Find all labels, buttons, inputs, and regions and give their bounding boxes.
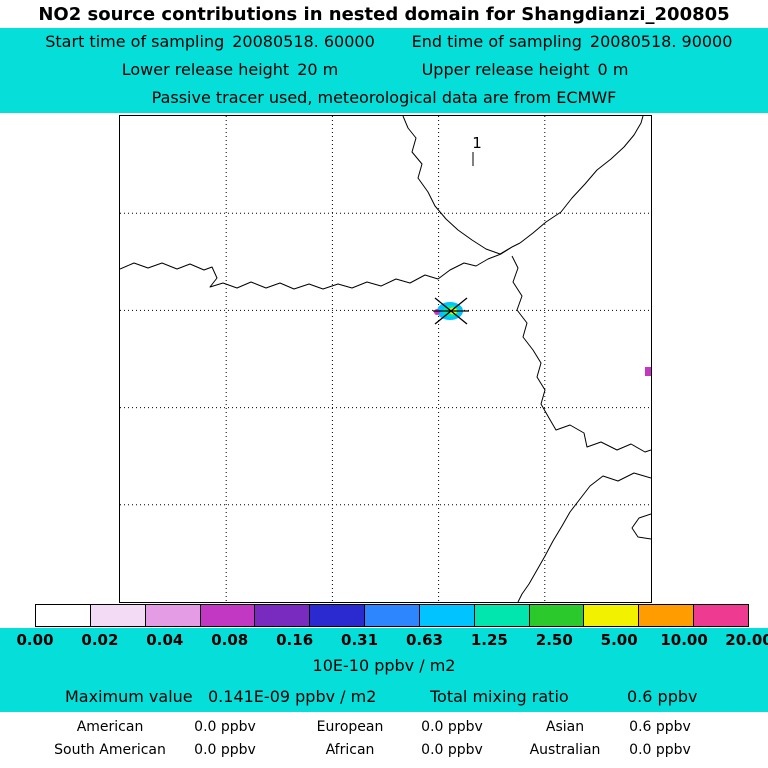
- total-mixing-ratio-label: Total mixing ratio: [430, 687, 569, 706]
- coastline-path: [517, 472, 651, 602]
- coastlines: [120, 116, 651, 602]
- sampling-times-line: Start time of sampling 20080518. 60000 E…: [0, 28, 768, 56]
- colorbar-tick-label: 0.08: [211, 631, 249, 649]
- plume-contour-edge-dot: [434, 309, 440, 315]
- colorbar-tick-label: 0.04: [146, 631, 184, 649]
- colorbar-segment: [254, 605, 310, 626]
- contribution-region-label: American: [76, 719, 144, 735]
- contribution-region-label: South American: [54, 742, 166, 758]
- colorbar-segment: [638, 605, 694, 626]
- upper-release-height-label: Upper release height: [421, 60, 590, 79]
- colorbar-segment: [144, 605, 200, 626]
- map-grid: [120, 116, 651, 602]
- colorbar-tick-label: 20.00: [725, 631, 768, 649]
- start-time-label: Start time of sampling: [45, 32, 225, 51]
- colorbar-segment: [583, 605, 639, 626]
- coastline-path: [511, 255, 651, 453]
- coastline-path: [631, 513, 651, 540]
- colorbar-segment: [418, 605, 474, 626]
- colorbar-segment: [89, 605, 145, 626]
- header-band: Start time of sampling 20080518. 60000 E…: [0, 28, 768, 113]
- colorbar-tick-label: 2.50: [535, 631, 573, 649]
- contribution-value: 0.0 ppbv: [629, 742, 691, 758]
- page-title: NO2 source contributions in nested domai…: [38, 4, 730, 25]
- total-mixing-ratio-value: 0.6 ppbv: [627, 687, 698, 706]
- coastline-path: [519, 116, 644, 244]
- map-panel: 1: [119, 115, 652, 603]
- contribution-region-label: European: [316, 719, 384, 735]
- contribution-value: 0.0 ppbv: [421, 742, 483, 758]
- contribution-value: 0.0 ppbv: [194, 719, 256, 735]
- colorbar-tick-label: 0.31: [341, 631, 379, 649]
- colorbar-tick-label: 10.00: [660, 631, 708, 649]
- start-time-value: 20080518. 60000: [232, 32, 375, 51]
- colorbar-tick-label: 0.16: [276, 631, 314, 649]
- colorbar: [35, 604, 749, 627]
- contributions-row-2: South American 0.0 ppbv African 0.0 ppbv Aus…: [0, 739, 768, 761]
- end-time-value: 20080518. 90000: [589, 32, 733, 51]
- release-heights-line: Lower release height 20 m Upper release …: [0, 56, 768, 84]
- colorbar-segment: [36, 605, 90, 626]
- colorbar-segment: [309, 605, 365, 626]
- max-value: 0.141E-09 ppbv / m2: [208, 687, 377, 706]
- coastline-path: [402, 116, 513, 255]
- colorbar-tick-label: 0.63: [405, 631, 443, 649]
- colorbar-segment: [693, 605, 748, 626]
- max-value-label: Maximum value: [65, 687, 193, 706]
- contribution-value: 0.6 ppbv: [629, 719, 691, 735]
- plume: [433, 297, 469, 325]
- colorbar-segment: [528, 605, 584, 626]
- max-stats-row: Maximum value 0.141E-09 ppbv / m2 Total …: [0, 685, 768, 709]
- colorbar-unit: 10E-10 ppbv / m2: [312, 656, 456, 675]
- station-marker-label: 1: [472, 134, 482, 152]
- contribution-region-label: African: [325, 742, 375, 758]
- colorbar-segment: [364, 605, 419, 626]
- map-canvas: 1: [120, 116, 651, 602]
- colorbar-labels: 0.00 0.02 0.04 0.08 0.16 0.31 0.63 1.25 2.50 5.00…: [16, 629, 768, 651]
- tracer-note: Passive tracer used, meteorological data…: [151, 88, 617, 107]
- upper-release-height: Upper release height 0 m: [422, 56, 629, 84]
- contribution-region-label: Australian: [529, 742, 601, 758]
- lower-release-height: Lower release height 20 m: [122, 56, 338, 84]
- colorbar-tick-label: 0.00: [16, 631, 54, 649]
- colorbar-tick-label: 1.25: [470, 631, 508, 649]
- contribution-region-label: Asian: [545, 719, 585, 735]
- lower-release-height-value: 20 m: [297, 60, 339, 79]
- contribution-value: 0.0 ppbv: [421, 719, 483, 735]
- colorbar-tick-label: 5.00: [600, 631, 638, 649]
- start-time: Start time of sampling 20080518. 60000: [45, 28, 375, 56]
- colorbar-segment: [473, 605, 529, 626]
- lower-release-height-label: Lower release height: [121, 60, 290, 79]
- colorbar-segment: [199, 605, 255, 626]
- contribution-value: 0.0 ppbv: [194, 742, 256, 758]
- stats-band: 0.00 0.02 0.04 0.08 0.16 0.31 0.63 1.25 2.50 5.00…: [0, 628, 768, 712]
- receptor-cross-marker: [433, 297, 469, 325]
- plume-edge-cell: [645, 367, 651, 376]
- end-time: End time of sampling 20080518. 90000: [412, 28, 733, 56]
- contributions-row-1: American 0.0 ppbv European 0.0 ppbv Asian 0.6…: [0, 716, 768, 738]
- upper-release-height-value: 0 m: [597, 60, 629, 79]
- colorbar-tick-label: 0.02: [81, 631, 119, 649]
- coastline-path: [120, 242, 521, 290]
- end-time-label: End time of sampling: [411, 32, 582, 51]
- station-marker: 1: [472, 134, 482, 166]
